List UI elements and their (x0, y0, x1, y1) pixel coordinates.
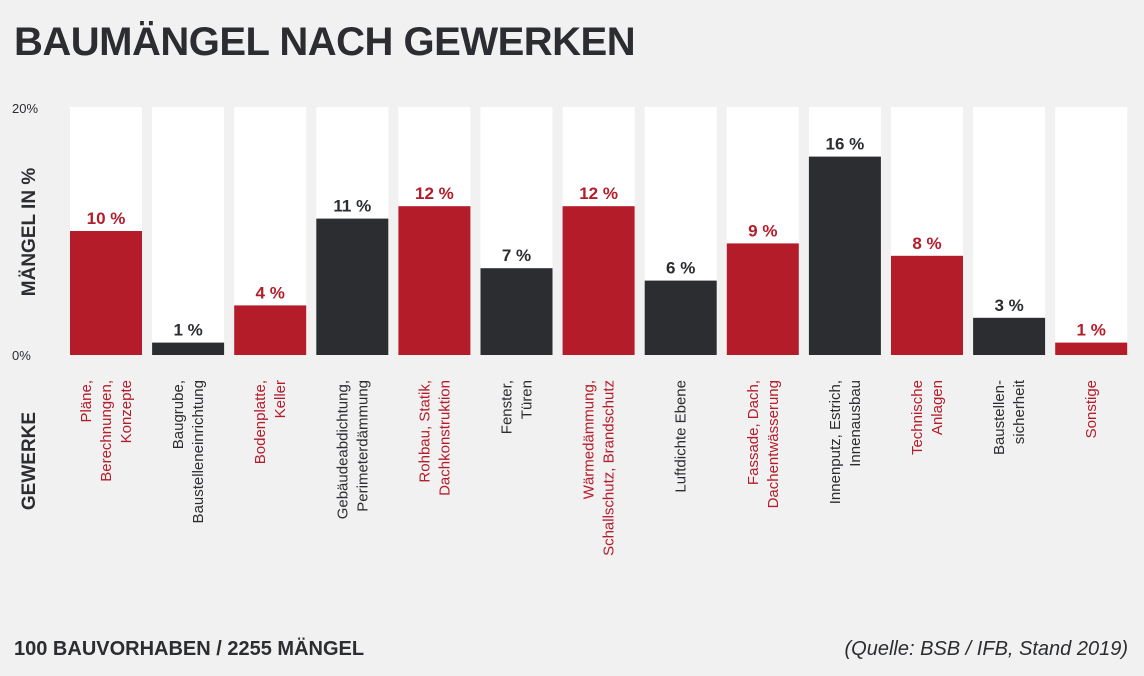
bar-value-label: 10 % (87, 209, 126, 228)
category-label-line: Baustellen- (991, 380, 1008, 455)
category-label-line: sicherheit (1011, 379, 1028, 444)
y-tick-max: 20% (12, 101, 39, 116)
category-label-line: Sonstige (1083, 380, 1100, 438)
bar-track (152, 107, 225, 355)
category-label-line: Innenausbau (847, 380, 864, 467)
category-label: Luftdichte Ebene (673, 380, 690, 493)
category-label-line: Anlagen (929, 380, 946, 435)
category-label: Pläne, Berechnungen, Konzepte (78, 380, 135, 482)
bar-chart: 10 % Pläne, Berechnungen, Konzepte 1 % Baugru… (70, 107, 1128, 556)
category-label-line: Keller (272, 380, 289, 418)
category-label: Baugrube, Baustelleneinrichtung (170, 380, 207, 523)
bar-value-label: 3 % (994, 296, 1023, 315)
bar-value-label: 1 % (1077, 321, 1106, 340)
category-label-line: Rohbau, Statik, (416, 380, 433, 483)
bar (152, 342, 225, 355)
category-label-line: Schallschutz, Brandschutz (601, 380, 618, 556)
category-label: Technische Anlagen (909, 380, 946, 455)
category-label-line: Konzepte (118, 380, 135, 443)
bar (480, 268, 553, 355)
category-label-line: Luftdichte Ebene (673, 380, 690, 493)
category-label-line: Wärmedämmung, (581, 380, 598, 499)
bar-track (1055, 107, 1128, 355)
category-label-line: Technische (909, 380, 926, 455)
category-label-line: Baugrube, (170, 380, 187, 449)
category-label: Baustellen-sicherheit (991, 379, 1028, 455)
bar-track (973, 107, 1046, 355)
bar (70, 231, 142, 355)
category-label-line: Dachkonstruktion (436, 380, 453, 496)
category-label: Sonstige (1083, 380, 1100, 438)
bar-value-label: 9 % (748, 221, 777, 240)
category-label-line: Bodenplatte, (252, 380, 269, 464)
bar (891, 255, 963, 355)
bar-value-label: 12 % (415, 184, 454, 203)
bar (398, 206, 471, 355)
category-label: Fassade, Dach, Dachentwässerung (745, 380, 782, 508)
bar (316, 218, 389, 355)
footer-source: (Quelle: BSB / IFB, Stand 2019) (844, 638, 1128, 660)
category-label-line: Türen (519, 380, 536, 419)
bar (973, 317, 1046, 355)
category-label: Fenster, Türen (499, 380, 536, 434)
bar-value-label: 4 % (256, 283, 285, 302)
y-tick-min: 0% (12, 348, 31, 363)
x-axis-label: GEWERKE (19, 411, 40, 511)
category-label-line: Perimeterdämmung (354, 380, 371, 512)
category-label-line: Dachentwässerung (765, 380, 782, 508)
category-label: Rohbau, Statik, Dachkonstruktion (416, 380, 453, 496)
category-label-line: Pläne, (78, 380, 95, 423)
chart-title: BAUMÄNGEL NACH GEWERKEN (14, 20, 636, 64)
bar-value-label: 6 % (666, 259, 695, 278)
category-label: Gebäudeabdichtung, Perimeterdämmung (334, 380, 371, 519)
bar-value-label: 16 % (826, 135, 865, 154)
bar-value-label: 11 % (333, 197, 371, 216)
bar-value-label: 1 % (173, 321, 202, 340)
category-label: Innenputz, Estrich, Innenausbau (827, 380, 864, 504)
bar (644, 280, 717, 355)
category-label-line: Innenputz, Estrich, (827, 380, 844, 504)
bar (562, 206, 635, 355)
bar (1055, 342, 1128, 355)
category-label-line: Fenster, (499, 380, 516, 434)
category-label-line: Gebäudeabdichtung, (334, 380, 351, 519)
category-label: Bodenplatte, Keller (252, 380, 289, 464)
bar-value-label: 8 % (912, 234, 941, 253)
bar (726, 243, 799, 355)
category-label: Wärmedämmung, Schallschutz, Brandschutz (581, 380, 618, 556)
bar (808, 156, 881, 355)
bar (234, 305, 307, 355)
bar-value-label: 7 % (502, 246, 531, 265)
bar-value-label: 12 % (579, 184, 618, 203)
category-label-line: Berechnungen, (98, 380, 115, 482)
footer-sample-size: 100 BAUVORHABEN / 2255 MÄNGEL (14, 638, 365, 660)
category-label-line: Baustelleneinrichtung (190, 380, 207, 523)
category-label-line: Fassade, Dach, (745, 380, 762, 485)
